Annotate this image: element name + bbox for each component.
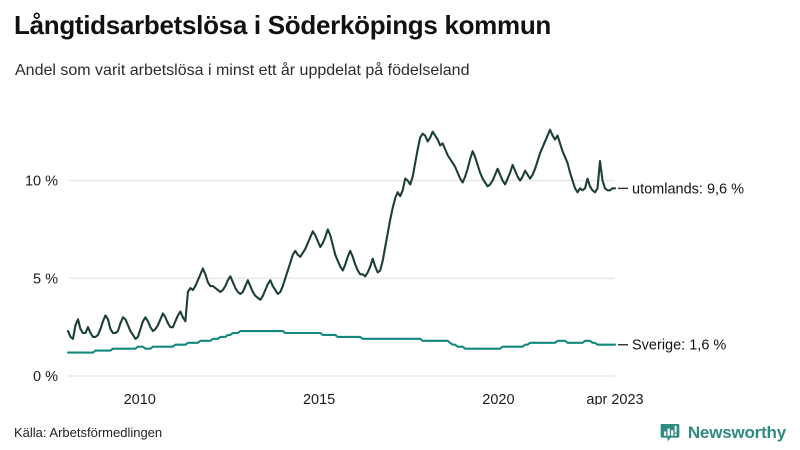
source-note: Källa: Arbetsförmedlingen	[14, 425, 163, 440]
bar-chart-bubble-icon	[660, 424, 680, 442]
y-axis-tick-label: 10 %	[25, 174, 58, 190]
series-label-sverige: Sverige: 1,6 %	[632, 338, 726, 354]
x-axis-tick-label: 2010	[124, 392, 156, 405]
newsworthy-brand[interactable]: Newsworthy	[659, 422, 786, 444]
gridlines-group	[68, 179, 615, 377]
y-axis-tick-label: 5 %	[33, 271, 58, 287]
series-line-sverige	[66, 330, 617, 354]
chart-svg: 0 % 5 % 10 % 2010 2015 2020 apr 2023 utomland…	[25, 128, 744, 405]
brand-name: Newsworthy	[687, 423, 786, 442]
x-axis-tick-label: apr 2023	[586, 392, 643, 405]
x-axis-tick-label: 2020	[482, 392, 514, 405]
series-annotations-group: utomlands: 9,6 % Sverige: 1,6 %	[618, 181, 744, 354]
series-label-utomlands: utomlands: 9,6 %	[632, 181, 744, 197]
y-axis-tick-label: 0 %	[33, 369, 58, 385]
series-line-utomlands	[66, 128, 617, 340]
x-axis-tick-labels: 2010 2015 2020 apr 2023	[124, 392, 644, 405]
series-lines-group	[66, 128, 617, 354]
page-title: Långtidsarbetslösa i Söderköpings kommun	[14, 10, 551, 40]
line-chart: 0 % 5 % 10 % 2010 2015 2020 apr 2023 utomland…	[0, 100, 800, 405]
x-axis-tick-label: 2015	[303, 392, 335, 405]
y-axis-tick-labels: 0 % 5 % 10 %	[25, 174, 58, 385]
page-subtitle: Andel som varit arbetslösa i minst ett å…	[15, 62, 470, 79]
